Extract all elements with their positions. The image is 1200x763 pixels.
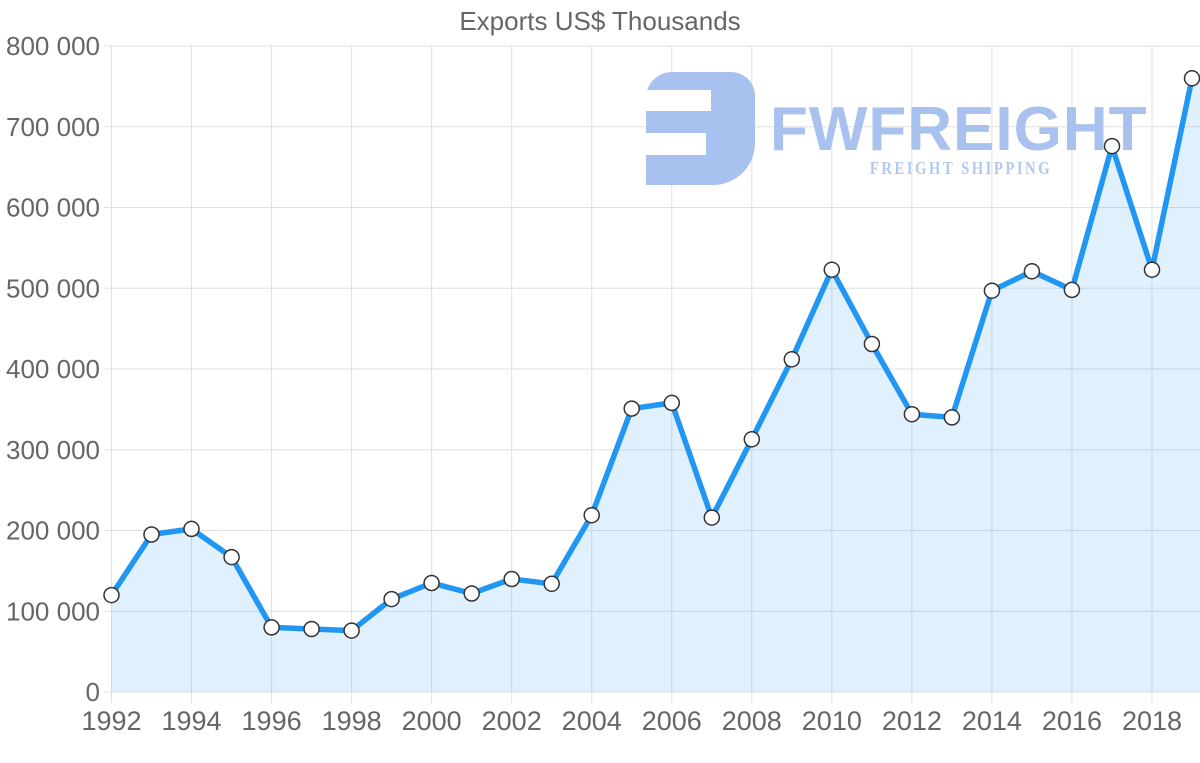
- x-tick-label: 2000: [402, 706, 462, 736]
- x-tick-label: 2004: [562, 706, 622, 736]
- y-tick-label: 600 000: [6, 193, 100, 223]
- x-tick-label: 2010: [802, 706, 862, 736]
- x-tick-label: 1998: [322, 706, 382, 736]
- data-point-1994[interactable]: [183, 520, 200, 538]
- data-point-1992[interactable]: [103, 586, 120, 604]
- x-tick-label: 2012: [882, 706, 942, 736]
- data-point-2016[interactable]: [1063, 281, 1081, 299]
- data-point-2015[interactable]: [1023, 263, 1041, 280]
- y-tick-label: 800 000: [6, 31, 100, 61]
- x-tick-label: 2008: [722, 706, 782, 736]
- y-tick-label: 0: [86, 677, 100, 707]
- data-point-1998[interactable]: [343, 622, 360, 639]
- chart-title: Exports US$ Thousands: [459, 6, 741, 36]
- y-tick-label: 200 000: [6, 516, 100, 546]
- x-tick-label: 1994: [161, 706, 221, 736]
- x-tick-label: 2018: [1122, 706, 1182, 736]
- data-point-2017[interactable]: [1103, 137, 1121, 155]
- y-tick-label: 700 000: [6, 112, 100, 142]
- data-point-2008[interactable]: [743, 431, 761, 448]
- data-point-2013[interactable]: [943, 409, 961, 426]
- data-point-2011[interactable]: [863, 335, 881, 353]
- data-point-2002[interactable]: [503, 570, 520, 588]
- data-point-1995[interactable]: [223, 548, 240, 566]
- x-tick-label: 1992: [81, 706, 141, 736]
- y-tick-label: 400 000: [6, 354, 100, 384]
- trend-line: [108, 75, 1195, 634]
- x-tick-label: 2006: [642, 706, 702, 736]
- y-tick-label: 500 000: [6, 273, 100, 303]
- data-point-2003[interactable]: [543, 575, 560, 593]
- data-point-2018[interactable]: [1143, 261, 1161, 278]
- data-point-2010[interactable]: [823, 261, 841, 278]
- data-point-1993[interactable]: [143, 526, 160, 543]
- data-point-2006[interactable]: [663, 394, 681, 412]
- data-point-2012[interactable]: [903, 405, 921, 423]
- y-tick-label: 300 000: [6, 435, 100, 465]
- data-point-1996[interactable]: [263, 619, 280, 636]
- data-point-2019[interactable]: [1183, 70, 1200, 87]
- data-point-2014[interactable]: [983, 282, 1001, 299]
- x-tick-label: 2016: [1042, 706, 1102, 736]
- data-point-2001[interactable]: [463, 585, 480, 602]
- y-tick-label: 100 000: [6, 596, 100, 626]
- data-point-1997[interactable]: [303, 620, 320, 638]
- area-fill: [111, 78, 1200, 693]
- x-tick-label: 2002: [482, 706, 542, 736]
- data-point-1999[interactable]: [383, 590, 400, 608]
- data-point-2000[interactable]: [423, 574, 440, 592]
- x-tick-label: 2014: [962, 706, 1022, 736]
- data-point-2007[interactable]: [703, 509, 721, 526]
- data-point-2005[interactable]: [623, 400, 640, 417]
- x-tick-label: 1996: [242, 706, 302, 736]
- data-point-2004[interactable]: [583, 506, 600, 524]
- data-point-2009[interactable]: [783, 351, 801, 368]
